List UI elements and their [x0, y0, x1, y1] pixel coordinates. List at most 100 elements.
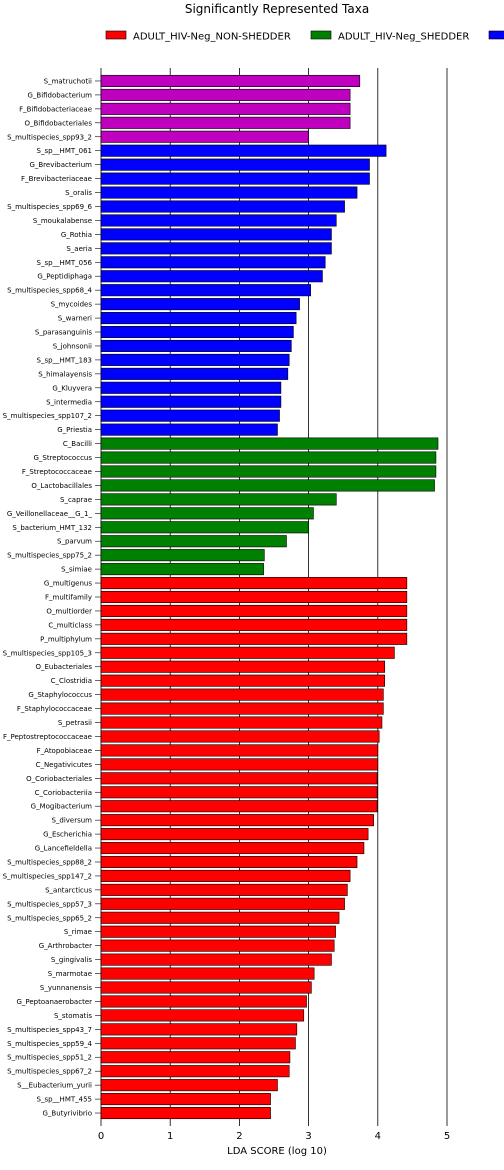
y-tick-label: F_Staphylococcaceae: [17, 705, 92, 713]
bar: [100, 1065, 290, 1078]
y-tick-label: S_antarcticus: [45, 886, 92, 894]
x-tick-label: 0: [98, 1131, 104, 1142]
bar: [100, 228, 332, 241]
y-tick-label: S_sp__HMT_056: [37, 259, 93, 267]
bars: [100, 74, 439, 1120]
y-tick-label: S_multispecies_spp69_6: [7, 203, 92, 211]
bar: [100, 381, 282, 394]
y-tick-label: S_himalayensis: [38, 370, 92, 378]
bar: [100, 270, 323, 283]
y-tick-labels: S_matruchotii G_Bifidobacterium F_Bifidoba…: [3, 77, 101, 1118]
y-tick-label: G_Brevibacterium: [29, 161, 92, 169]
bar: [100, 674, 386, 687]
y-tick-label: S_moukalabense: [33, 217, 92, 225]
y-tick-label: S_matruchotii: [44, 77, 92, 85]
y-tick-label: S_multispecies_spp105_3: [3, 649, 92, 657]
legend: ADULT_HIV-Neg_NON-SHEDDER ADULT_HIV-Neg_S…: [105, 30, 504, 43]
bar: [100, 325, 294, 339]
x-tick-label: 4: [375, 1131, 381, 1142]
y-tick-label: S_multispecies_spp51_2: [7, 1054, 92, 1062]
y-tick-label: S_gingivalis: [51, 956, 92, 964]
y-tick-label: O_Lactobacillales: [31, 482, 92, 490]
bar: [100, 1009, 305, 1022]
y-tick-label: S_bacterium_HMT_132: [12, 524, 92, 532]
y-tick-label: S_multispecies_spp57_3: [7, 900, 92, 908]
bar: [100, 256, 326, 269]
bar: [100, 298, 300, 311]
bar: [100, 646, 395, 659]
bar: [100, 604, 408, 617]
y-tick-label: S_petrasii: [58, 719, 92, 727]
y-tick-label: G_Rothia: [61, 231, 92, 239]
bar: [100, 172, 370, 185]
bar: [100, 88, 351, 101]
bar: [100, 116, 351, 129]
y-tick-label: F_Atopobiaceae: [37, 747, 92, 755]
y-tick-label: G_Mogibacterium: [31, 803, 93, 811]
y-tick-label: S_multispecies_spp43_7: [7, 1026, 92, 1034]
legend-label: ADULT_HIV-Neg_NON-SHEDDER: [133, 32, 291, 43]
y-tick-label: F_multifamily: [45, 594, 92, 602]
bar: [100, 549, 265, 562]
y-tick-label: S_oralis: [65, 189, 92, 197]
chart-title: Significantly Represented Taxa: [185, 2, 369, 16]
x-tick-label: 5: [444, 1131, 450, 1142]
y-tick-label: C_Coriobacteriia: [35, 789, 92, 797]
y-tick-label: S_multispecies_spp107_2: [3, 412, 92, 420]
y-tick-label: S_rimae: [64, 928, 92, 936]
bar: [100, 102, 351, 115]
bar: [100, 883, 348, 896]
bar: [100, 953, 332, 966]
y-tick-label: S_johnsonii: [53, 342, 92, 350]
legend-swatch: [488, 30, 504, 40]
y-tick-label: G_Streptococcus: [33, 454, 92, 462]
bar: [100, 660, 386, 673]
y-tick-label: S_simiae: [61, 566, 92, 574]
y-tick-label: S_multispecies_spp65_2: [7, 914, 92, 922]
bar: [100, 1079, 278, 1092]
bar: [100, 395, 282, 408]
bar: [100, 702, 384, 715]
y-tick-label: S_multispecies_spp93_2: [7, 133, 92, 141]
y-tick-label: S_multispecies_spp59_4: [7, 1040, 92, 1048]
bar: [100, 479, 435, 492]
bar: [100, 535, 287, 548]
y-tick-label: S_multispecies_spp67_2: [7, 1068, 92, 1076]
bar: [100, 758, 379, 771]
bar: [100, 632, 408, 645]
y-tick-label: C_multiclass: [48, 621, 92, 629]
bar: [100, 451, 437, 464]
legend-swatch: [105, 30, 127, 40]
y-tick-label: F_Streptococcaceae: [22, 468, 92, 476]
y-tick-label: G_Bifidobacterium: [27, 91, 92, 99]
bar: [100, 312, 297, 325]
y-tick-label: S_multispecies_spp75_2: [7, 552, 92, 560]
bar: [100, 577, 408, 590]
x-tick-label: 2: [236, 1131, 242, 1142]
y-tick-label: S_sp__HMT_455: [37, 1096, 92, 1104]
y-tick-label: G_Priestia: [57, 426, 92, 434]
bar: [100, 800, 378, 813]
y-tick-label: S_parvum: [57, 538, 92, 546]
y-tick-label: C_Clostridia: [51, 677, 92, 685]
y-tick-label: S_multispecies_spp68_4: [7, 287, 92, 295]
bar: [100, 897, 345, 910]
bar: [100, 507, 314, 520]
y-tick-label: P_multiphylum: [40, 635, 92, 643]
bar: [100, 1093, 271, 1106]
y-tick-label: S_marmotae: [48, 970, 92, 978]
y-tick-label: G_Peptidiphaga: [37, 273, 92, 281]
y-tick-label: S_sp__HMT_061: [37, 147, 92, 155]
bar: [100, 493, 337, 506]
bar: [100, 1107, 271, 1120]
y-tick-label: G_Veillonellaceae__G_1_: [7, 510, 93, 518]
bar: [100, 786, 378, 799]
bar: [100, 716, 383, 729]
legend-label: ADULT_HIV-Neg_SHEDDER: [338, 32, 469, 43]
bar: [100, 353, 290, 366]
y-tick-label: F_Bifidobacteriaceae: [19, 105, 92, 113]
bar: [100, 200, 345, 213]
bar: [100, 144, 387, 157]
bar: [100, 618, 408, 631]
